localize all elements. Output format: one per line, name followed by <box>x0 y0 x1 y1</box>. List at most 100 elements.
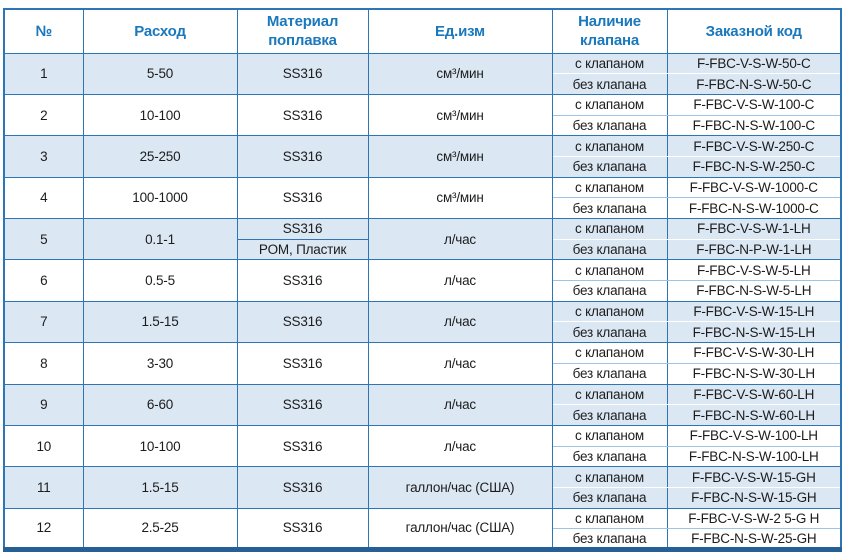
cell-flow: 2.5-25 <box>82 507 238 551</box>
cell-material: SS316 <box>236 342 369 385</box>
cell-num: 10 <box>3 424 84 468</box>
table-row: без клапана F-FBC-N-S-W-5-LH <box>4 280 842 302</box>
cell-code: F-FBC-N-S-W-60-LH <box>666 404 842 426</box>
cell-code: F-FBC-N-S-W-30-LH <box>666 362 842 385</box>
table-row: 11 1.5-15 SS316 галлон/час (США) с клапаном F… <box>3 466 842 509</box>
cell-valve: без клапана <box>551 528 668 550</box>
cell-code: F-FBC-V-S-W-250-C <box>666 135 842 157</box>
cell-code: F-FBC-V-S-W-60-LH <box>666 383 842 406</box>
cell-code: F-FBC-N-S-W-50-C <box>666 73 842 95</box>
cell-num: 4 <box>3 176 84 220</box>
table-row: POM, Пластик без клапана F-FBC-N-P-W-1-LH <box>4 238 842 261</box>
cell-valve: без клапана <box>551 197 668 219</box>
cell-code: F-FBC-N-S-W-100-LH <box>666 445 842 468</box>
cell-code: F-FBC-V-S-W-100-C <box>666 93 842 116</box>
cell-num: 3 <box>3 135 84 178</box>
cell-material: POM, Пластик <box>236 238 369 261</box>
table-row: 7 1.5-15 SS316 л/час с клапаном F-FBC-V-S-W-1… <box>3 300 842 344</box>
cell-unit: см³/мин <box>367 93 553 137</box>
cell-num: 9 <box>3 383 84 426</box>
cell-code: F-FBC-N-S-W-250-C <box>666 155 842 178</box>
cell-code: F-FBC-V-S-W-100-LH <box>666 424 842 447</box>
cell-code: F-FBC-V-S-W-1000-C <box>666 176 842 199</box>
cell-valve: с клапаном <box>551 507 668 530</box>
cell-valve: с клапаном <box>551 93 668 116</box>
cell-flow: 1.5-15 <box>82 300 238 344</box>
header-cell-unit: Ед.изм <box>367 8 553 54</box>
cell-unit: см³/мин <box>367 135 553 178</box>
cell-valve: без клапана <box>551 362 668 385</box>
cell-unit: л/час <box>367 342 553 385</box>
table-row: 2 10-100 SS316 см³/мин с клапаном F-FBC-V-S-W… <box>3 93 842 137</box>
cell-num: 11 <box>3 466 84 509</box>
cell-flow: 5-50 <box>82 52 238 95</box>
cell-material: SS316 <box>236 507 369 551</box>
cell-unit: л/час <box>367 424 553 468</box>
cell-material: SS316 <box>236 176 369 220</box>
cell-code: F-FBC-N-S-W-15-GH <box>666 486 842 509</box>
table-row: 8 3-30 SS316 л/час с клапаном F-FBC-V-S-W-30-… <box>3 342 842 385</box>
cell-valve: без клапана <box>551 280 668 302</box>
table-row: без клапана F-FBC-N-S-W-25-GH <box>4 528 842 550</box>
table-row: без клапана F-FBC-N-S-W-1000-C <box>4 197 842 219</box>
cell-unit: л/час <box>367 259 553 302</box>
cell-flow: 0.1-1 <box>82 217 238 261</box>
table-row: 6 0.5-5 SS316 л/час с клапаном F-FBC-V-S-W-5-… <box>3 259 842 302</box>
cell-valve: без клапана <box>551 238 668 261</box>
cell-flow: 10-100 <box>82 93 238 137</box>
cell-code: F-FBC-N-S-W-25-GH <box>666 528 842 550</box>
cell-valve: с клапаном <box>551 383 668 406</box>
cell-valve: без клапана <box>551 155 668 178</box>
cell-valve: с клапаном <box>551 176 668 199</box>
table-row: 3 25-250 SS316 см³/мин с клапаном F-FBC-V-S-W… <box>3 135 842 178</box>
cell-num: 2 <box>3 93 84 137</box>
cell-flow: 3-30 <box>82 342 238 385</box>
cell-unit: галлон/час (США) <box>367 507 553 551</box>
cell-material: SS316 <box>236 383 369 426</box>
cell-valve: без клапана <box>551 404 668 426</box>
cell-unit: галлон/час (США) <box>367 466 553 509</box>
cell-num: 7 <box>3 300 84 344</box>
cell-valve: с клапаном <box>551 218 668 240</box>
cell-valve: без клапана <box>551 321 668 344</box>
cell-code: F-FBC-N-S-W-15-LH <box>666 321 842 344</box>
cell-num: 8 <box>3 342 84 385</box>
cell-unit: см³/мин <box>367 176 553 220</box>
cell-material: SS316 <box>236 466 369 509</box>
cell-code: F-FBC-V-S-W-15-LH <box>666 300 842 323</box>
cell-flow: 6-60 <box>82 383 238 426</box>
cell-material: SS316 <box>236 424 369 468</box>
cell-material: SS316 <box>236 259 369 302</box>
cell-code: F-FBC-N-S-W-1000-C <box>666 197 842 219</box>
cell-unit: см³/мин <box>367 52 553 95</box>
cell-num: 5 <box>3 217 84 261</box>
cell-code: F-FBC-N-S-W-5-LH <box>666 280 842 302</box>
cell-material: SS316 <box>236 93 369 137</box>
cell-material: SS316 <box>236 218 369 240</box>
table-row: 5 0.1-1 SS316 л/час с клапаном F-FBC-V-S-W-1-… <box>3 217 842 261</box>
cell-flow: 1.5-15 <box>82 466 238 509</box>
flowmeter-order-table: № Расход Материал поплавка Ед.изм Наличие кл… <box>3 8 842 552</box>
cell-valve: с клапаном <box>551 466 668 488</box>
cell-code: F-FBC-V-S-W-1-LH <box>666 218 842 240</box>
cell-valve: с клапаном <box>551 300 668 323</box>
table-row: без клапана F-FBC-N-S-W-50-C <box>4 73 842 95</box>
header-cell-valve: Наличие клапана <box>551 8 668 54</box>
cell-material: SS316 <box>236 52 369 95</box>
cell-unit: л/час <box>367 300 553 344</box>
cell-code: F-FBC-V-S-W-2 5-G H <box>666 507 842 530</box>
header-cell-material: Материал поплавка <box>236 8 369 54</box>
cell-valve: без клапана <box>551 114 668 137</box>
cell-flow: 10-100 <box>82 424 238 468</box>
header-cell-code: Заказной код <box>666 8 842 54</box>
table-row: 12 2.5-25 SS316 галлон/час (США) с клапаном F… <box>3 507 842 551</box>
cell-flow: 100-1000 <box>82 176 238 220</box>
cell-material: SS316 <box>236 300 369 344</box>
table-row: 1 5-50 SS316 см³/мин с клапаном F-FBC-V-S-W-5… <box>3 52 842 95</box>
cell-valve: с клапаном <box>551 342 668 364</box>
cell-valve: без клапана <box>551 73 668 95</box>
table-row: без клапана F-FBC-N-S-W-15-LH <box>4 321 842 344</box>
cell-num: 12 <box>3 507 84 551</box>
table-row: 10 10-100 SS316 л/час с клапаном F-FBC-V-S-W-… <box>3 424 842 468</box>
